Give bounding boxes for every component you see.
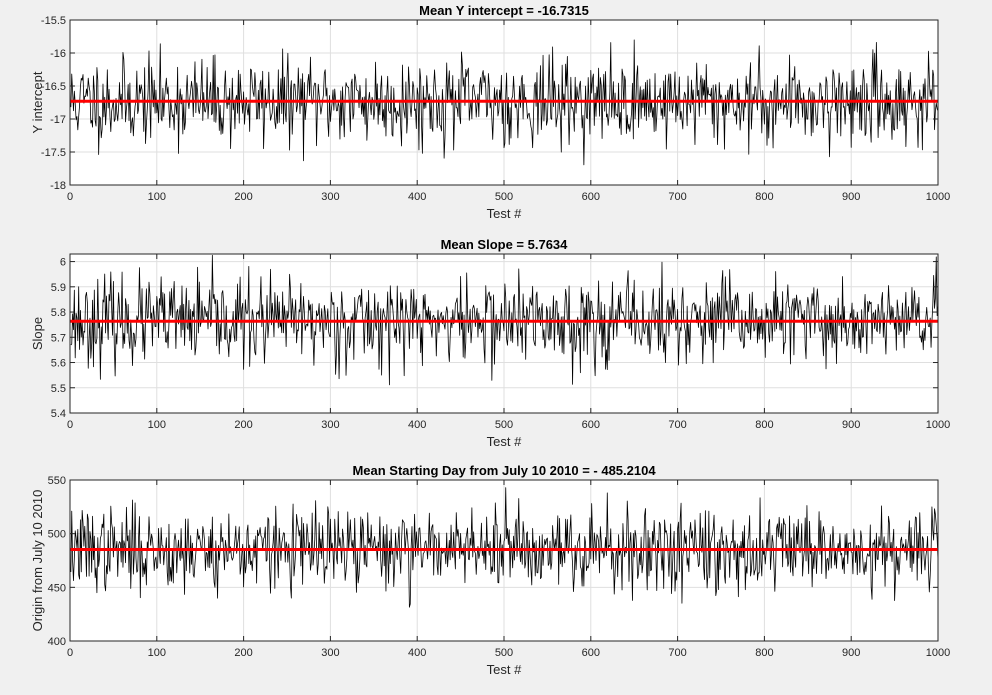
intercept-x-axis-label: Test #: [487, 206, 522, 221]
slope-title: Mean Slope = 5.7634: [441, 237, 569, 252]
intercept-y-tick-label: -18: [50, 180, 66, 192]
intercept-x-tick-label: 400: [408, 191, 426, 203]
intercept-x-tick-label: 700: [668, 191, 686, 203]
intercept-series-line: [70, 39, 939, 166]
origin-y-tick-label: 550: [48, 475, 66, 487]
intercept-y-tick-label: -16.5: [41, 81, 66, 93]
intercept-x-tick-label: 500: [495, 191, 513, 203]
subplots: 0 100 200 300 400 500 600 700 800 900 1000-18-17.5…: [30, 3, 950, 677]
slope-x-tick-label: 500: [495, 419, 513, 431]
slope-y-tick-label: 5.5: [51, 383, 66, 395]
origin-y-tick-label: 500: [48, 529, 66, 541]
slope-x-tick-label: 900: [842, 419, 860, 431]
slope-x-tick-label: 400: [408, 419, 426, 431]
origin-x-tick-label: 900: [842, 647, 860, 659]
slope-y-axis-label: Slope: [30, 317, 45, 350]
slope-y-tick-label: 5.7: [51, 332, 66, 344]
intercept-y-tick-label: -16: [50, 48, 66, 60]
origin-title: Mean Starting Day from July 10 2010 = - …: [352, 463, 656, 478]
slope-y-tick-label: 5.6: [51, 358, 66, 370]
intercept-x-tick-label: 300: [321, 191, 339, 203]
intercept-y-tick-label: -17.5: [41, 147, 66, 159]
slope-x-tick-label: 600: [582, 419, 600, 431]
intercept-x-tick-label: 100: [148, 191, 166, 203]
intercept-x-tick-label: 800: [755, 191, 773, 203]
slope-x-tick-label: 700: [668, 419, 686, 431]
intercept-y-tick-label: -15.5: [41, 15, 66, 27]
intercept-title: Mean Y intercept = -16.7315: [419, 3, 589, 18]
origin-x-tick-label: 200: [234, 647, 252, 659]
origin-x-tick-label: 400: [408, 647, 426, 659]
slope-y-tick-label: 5.8: [51, 307, 66, 319]
origin-x-tick-label: 300: [321, 647, 339, 659]
intercept-x-tick-label: 600: [582, 191, 600, 203]
origin-y-tick-label: 450: [48, 582, 66, 594]
origin-x-tick-label: 800: [755, 647, 773, 659]
intercept-y-axis-label: Y intercept: [30, 71, 45, 133]
intercept-x-tick-label: 900: [842, 191, 860, 203]
slope-x-axis-label: Test #: [487, 434, 522, 449]
intercept-y-tick-label: -17: [50, 114, 66, 126]
slope-x-tick-label: 1000: [926, 419, 950, 431]
subplot-slope: 0 100 200 300 400 500 600 700 800 900 1000 5.4 5.5 5.…: [30, 237, 950, 449]
slope-y-tick-label: 5.4: [51, 408, 66, 420]
slope-x-tick-label: 300: [321, 419, 339, 431]
origin-x-tick-label: 500: [495, 647, 513, 659]
slope-y-tick-label: 5.9: [51, 282, 66, 294]
subplot-intercept: 0 100 200 300 400 500 600 700 800 900 1000 -18 -17.5…: [30, 3, 950, 221]
origin-x-axis-label: Test #: [487, 662, 522, 677]
slope-series-line: [70, 254, 939, 386]
origin-x-tick-label: 100: [148, 647, 166, 659]
origin-y-axis-label: Origin from July 10 2010: [30, 490, 45, 632]
slope-x-tick-label: 100: [148, 419, 166, 431]
origin-x-tick-label: 1000: [926, 647, 950, 659]
origin-x-tick-label: 0: [67, 647, 73, 659]
origin-x-tick-label: 600: [582, 647, 600, 659]
intercept-x-tick-label: 1000: [926, 191, 950, 203]
intercept-x-tick-label: 200: [234, 191, 252, 203]
intercept-x-tick-label: 0: [67, 191, 73, 203]
subplot-origin: 0 100 200 300 400 500 600 700 800 900 1000 400 450 50…: [30, 463, 950, 677]
slope-x-tick-label: 0: [67, 419, 73, 431]
origin-y-tick-label: 400: [48, 636, 66, 648]
slope-x-tick-label: 200: [234, 419, 252, 431]
origin-x-tick-label: 700: [668, 647, 686, 659]
slope-y-tick-label: 6: [60, 257, 66, 269]
slope-x-tick-label: 800: [755, 419, 773, 431]
